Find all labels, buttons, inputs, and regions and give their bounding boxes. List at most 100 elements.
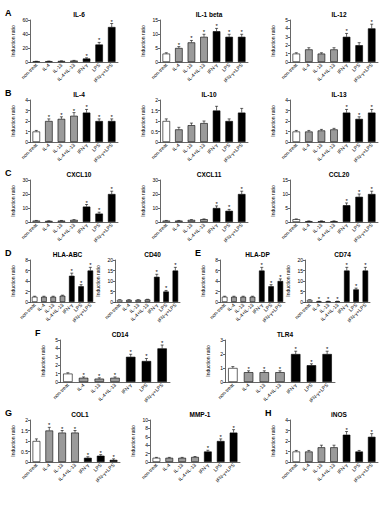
- svg-text:IFN-γ: IFN-γ: [206, 142, 219, 155]
- svg-text:*: *: [112, 454, 115, 460]
- svg-text:CXCL11: CXCL11: [197, 171, 222, 178]
- svg-text:1.5: 1.5: [21, 428, 28, 434]
- svg-text:non-treat: non-treat: [150, 141, 169, 160]
- svg-text:IL-4+IL-13: IL-4+IL-13: [316, 142, 337, 163]
- svg-text:15: 15: [152, 17, 158, 23]
- svg-text:IL-13: IL-13: [254, 382, 266, 394]
- svg-text:20: 20: [297, 257, 303, 263]
- svg-text:*: *: [98, 37, 101, 43]
- svg-text:non-treat: non-treat: [150, 61, 169, 80]
- svg-text:COL1: COL1: [71, 411, 89, 418]
- svg-text:*: *: [87, 452, 90, 458]
- svg-text:6: 6: [25, 268, 28, 274]
- svg-text:IFN-γ+LPS: IFN-γ+LPS: [308, 381, 330, 403]
- svg-text:60: 60: [22, 17, 28, 23]
- svg-text:*: *: [364, 262, 367, 268]
- svg-text:10: 10: [152, 31, 158, 37]
- svg-text:*: *: [371, 429, 374, 435]
- svg-text:IFN-γ+LPS: IFN-γ+LPS: [143, 381, 165, 403]
- svg-text:6: 6: [215, 268, 218, 274]
- svg-text:Induction ratio: Induction ratio: [40, 345, 46, 377]
- svg-text:*: *: [270, 280, 273, 286]
- svg-text:non-treat: non-treat: [150, 221, 169, 240]
- svg-text:non-treat: non-treat: [280, 461, 299, 480]
- svg-text:non-treat: non-treat: [208, 301, 227, 320]
- svg-text:5: 5: [55, 337, 58, 343]
- svg-text:0: 0: [285, 219, 288, 225]
- svg-text:IL-4+IL-13: IL-4+IL-13: [56, 222, 77, 243]
- svg-text:IFN-γ: IFN-γ: [77, 462, 90, 475]
- svg-text:5: 5: [155, 45, 158, 51]
- svg-text:IL-4: IL-4: [41, 222, 51, 232]
- svg-text:*: *: [241, 186, 244, 192]
- svg-text:10: 10: [152, 205, 158, 211]
- svg-text:5: 5: [285, 17, 288, 23]
- svg-text:IFN-γ: IFN-γ: [76, 142, 89, 155]
- svg-text:IFN-γ+LPS: IFN-γ+LPS: [71, 301, 93, 323]
- svg-text:2: 2: [215, 289, 218, 295]
- svg-text:*: *: [371, 186, 374, 192]
- svg-text:*: *: [111, 186, 114, 192]
- svg-text:2: 2: [145, 451, 148, 457]
- svg-text:IFN-γ+LPS: IFN-γ+LPS: [94, 461, 116, 483]
- svg-text:Induction ratio: Induction ratio: [140, 105, 146, 137]
- svg-text:0: 0: [25, 139, 28, 145]
- svg-text:HLA-DP: HLA-DP: [245, 251, 270, 258]
- svg-text:*: *: [89, 262, 92, 268]
- svg-text:IFN-γ: IFN-γ: [197, 462, 210, 475]
- svg-text:4: 4: [285, 417, 288, 423]
- svg-text:15: 15: [297, 268, 303, 274]
- svg-text:G: G: [5, 408, 12, 418]
- svg-text:*: *: [73, 108, 76, 114]
- svg-text:E: E: [195, 248, 201, 258]
- svg-text:20: 20: [107, 257, 113, 263]
- svg-text:H: H: [265, 408, 272, 418]
- svg-text:*: *: [336, 296, 339, 302]
- svg-text:Induction ratio: Induction ratio: [10, 265, 16, 297]
- svg-text:40: 40: [22, 31, 28, 37]
- svg-text:Induction ratio: Induction ratio: [270, 25, 276, 57]
- svg-text:Induction ratio: Induction ratio: [285, 265, 291, 297]
- svg-text:0: 0: [145, 459, 148, 465]
- svg-text:IL-4: IL-4: [161, 462, 171, 472]
- svg-text:IL-4: IL-4: [301, 222, 311, 232]
- svg-text:IL-4+IL-13: IL-4+IL-13: [262, 382, 283, 403]
- svg-text:0: 0: [215, 299, 218, 305]
- svg-text:5: 5: [300, 289, 303, 295]
- svg-text:Induction ratio: Induction ratio: [270, 425, 276, 457]
- svg-text:3: 3: [55, 354, 58, 360]
- svg-text:0: 0: [285, 139, 288, 145]
- svg-text:20: 20: [22, 191, 28, 197]
- svg-text:*: *: [111, 19, 114, 25]
- svg-text:IFN-γ+LPS: IFN-γ+LPS: [346, 301, 368, 323]
- svg-text:3: 3: [220, 337, 223, 343]
- svg-text:IL-4+IL-13: IL-4+IL-13: [316, 462, 337, 483]
- svg-text:IL-4: IL-4: [41, 462, 51, 472]
- svg-text:*: *: [261, 262, 264, 268]
- svg-text:*: *: [174, 262, 177, 268]
- svg-text:0: 0: [25, 59, 28, 65]
- svg-text:MMP-1: MMP-1: [190, 411, 211, 418]
- svg-text:non-treat: non-treat: [280, 221, 299, 240]
- svg-text:IFN-γ: IFN-γ: [206, 62, 219, 75]
- svg-text:IFN-γ: IFN-γ: [120, 382, 133, 395]
- svg-text:IL-4: IL-4: [73, 91, 85, 98]
- svg-text:30: 30: [152, 177, 158, 183]
- svg-text:*: *: [80, 280, 83, 286]
- svg-text:2: 2: [25, 417, 28, 423]
- svg-text:1: 1: [285, 51, 288, 57]
- svg-text:IFN-γ+LPS: IFN-γ+LPS: [261, 301, 283, 323]
- svg-text:*: *: [82, 372, 85, 378]
- svg-text:0: 0: [300, 299, 303, 305]
- svg-text:*: *: [228, 29, 231, 35]
- svg-text:0: 0: [155, 219, 158, 225]
- svg-text:*: *: [203, 29, 206, 35]
- svg-text:*: *: [98, 207, 101, 213]
- svg-text:*: *: [232, 425, 235, 431]
- svg-text:1: 1: [55, 371, 58, 377]
- svg-text:*: *: [100, 450, 103, 456]
- svg-text:3: 3: [25, 108, 28, 114]
- svg-text:*: *: [220, 434, 223, 440]
- svg-text:Induction ratio: Induction ratio: [10, 185, 16, 217]
- svg-text:*: *: [241, 29, 244, 35]
